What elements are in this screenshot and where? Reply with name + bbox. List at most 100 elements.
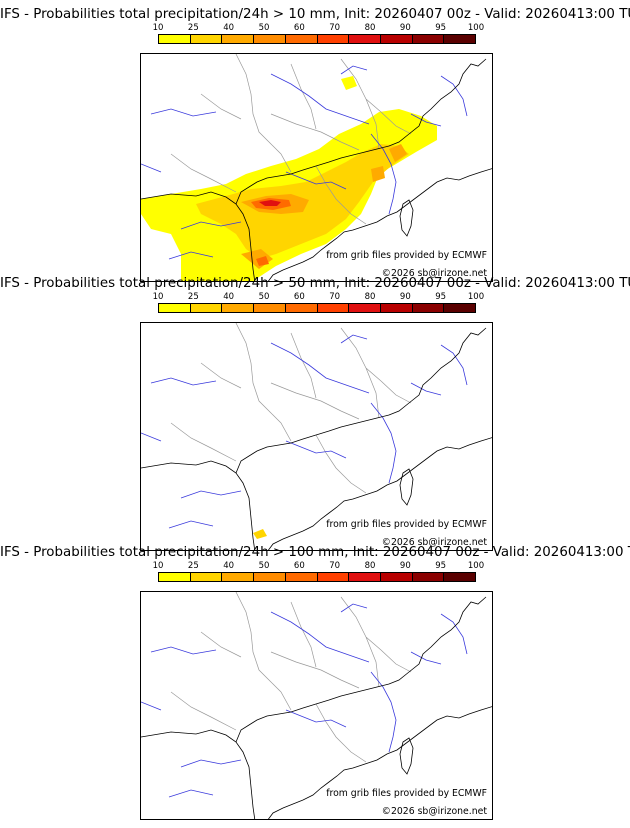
coastline <box>141 596 492 819</box>
colorbar-tick-label: 50 <box>258 561 270 571</box>
corsica-coastline <box>399 468 414 506</box>
colorbar-swatch <box>317 573 350 581</box>
colorbar-swatch <box>254 573 286 581</box>
colorbar-swatch <box>190 573 223 581</box>
colorbar-ticks: 10 25 40 50 60 70 80 90 95 100 <box>153 561 485 572</box>
colorbar-swatch <box>190 304 223 312</box>
corsica-coastline <box>399 737 414 775</box>
admin-borders <box>170 323 412 494</box>
colorbar <box>158 303 476 313</box>
colorbar-tick-label: 60 <box>293 292 305 302</box>
colorbar-swatch <box>380 573 413 581</box>
rivers <box>141 603 468 798</box>
colorbar-tick-label: 10 <box>152 23 164 33</box>
precip-area-60-70 <box>251 198 291 266</box>
colorbar-tick-label: 40 <box>223 23 235 33</box>
colorbar-ticks: 10 25 40 50 60 70 80 90 95 100 <box>153 292 485 303</box>
credit-source: from grib files provided by ECMWF <box>326 519 487 530</box>
colorbar-tick-label: 50 <box>258 23 270 33</box>
colorbar-tick-label: 100 <box>467 292 485 302</box>
colorbar-tick-label: 60 <box>293 23 305 33</box>
rivers <box>141 65 468 260</box>
precip-area-80-90 <box>259 200 281 206</box>
colorbar-tick-label: 80 <box>364 561 376 571</box>
colorbar-tick-label: 70 <box>329 292 341 302</box>
colorbar-tick-label: 100 <box>467 23 485 33</box>
colorbar-swatch <box>159 573 191 581</box>
colorbar-swatch <box>444 573 476 581</box>
credit-copyright: ©2026 sb@irizone.net <box>381 537 487 548</box>
corsica-coastline <box>399 199 414 237</box>
colorbar-tick-label: 90 <box>399 292 411 302</box>
colorbar-tick-label: 40 <box>223 561 235 571</box>
credit-source: from grib files provided by ECMWF <box>326 788 487 799</box>
colorbar-tick-label: 80 <box>364 23 376 33</box>
colorbar-swatch <box>349 304 381 312</box>
colorbar-swatch <box>285 573 318 581</box>
colorbar-swatch <box>412 35 445 43</box>
colorbar-tick-label: 10 <box>152 292 164 302</box>
panel-title: IFS - Probabilities total precipitation/… <box>0 7 630 22</box>
colorbar-tick-label: 60 <box>293 561 305 571</box>
colorbar-swatch <box>380 304 413 312</box>
colorbar-ticks: 10 25 40 50 60 70 80 90 95 100 <box>153 23 485 34</box>
panel-title: IFS - Probabilities total precipitation/… <box>0 276 630 291</box>
panel-100mm: IFS - Probabilities total precipitation/… <box>0 544 630 820</box>
coastline <box>141 327 492 550</box>
colorbar-swatch <box>317 304 350 312</box>
colorbar-tick-label: 95 <box>435 23 447 33</box>
colorbar-swatch <box>349 573 381 581</box>
colorbar <box>158 34 476 44</box>
credit-source: from grib files provided by ECMWF <box>326 250 487 261</box>
colorbar-swatch <box>412 304 445 312</box>
colorbar-swatch <box>190 35 223 43</box>
colorbar-swatch <box>444 35 476 43</box>
colorbar-swatch <box>444 304 476 312</box>
colorbar-swatch <box>222 35 255 43</box>
colorbar-tick-label: 95 <box>435 292 447 302</box>
colorbar-swatch <box>159 35 191 43</box>
map-france-100mm: from grib files provided by ECMWF ©2026 … <box>140 591 493 820</box>
rivers <box>141 334 468 529</box>
colorbar-tick-label: 80 <box>364 292 376 302</box>
colorbar-swatch <box>317 35 350 43</box>
admin-borders <box>170 592 412 763</box>
colorbar-swatch <box>159 304 191 312</box>
credit-copyright: ©2026 sb@irizone.net <box>381 806 487 817</box>
colorbar-tick-label: 90 <box>399 561 411 571</box>
colorbar-tick-label: 50 <box>258 292 270 302</box>
colorbar <box>158 572 476 582</box>
colorbar-tick-label: 70 <box>329 561 341 571</box>
panel-50mm: IFS - Probabilities total precipitation/… <box>0 275 630 551</box>
precip-area-25-40 <box>253 529 267 539</box>
map-france-10mm: from grib files provided by ECMWF ©2026 … <box>140 53 493 282</box>
colorbar-swatch <box>380 35 413 43</box>
colorbar-tick-label: 40 <box>223 292 235 302</box>
colorbar-tick-label: 70 <box>329 23 341 33</box>
colorbar-tick-label: 25 <box>187 561 199 571</box>
map-france-50mm: from grib files provided by ECMWF ©2026 … <box>140 322 493 551</box>
colorbar-swatch <box>349 35 381 43</box>
panel-title: IFS - Probabilities total precipitation/… <box>0 545 630 560</box>
colorbar-swatch <box>254 304 286 312</box>
colorbar-swatch <box>254 35 286 43</box>
credit-copyright: ©2026 sb@irizone.net <box>381 268 487 279</box>
colorbar-swatch <box>222 304 255 312</box>
map-svg <box>141 54 492 281</box>
map-svg <box>141 592 492 819</box>
colorbar-tick-label: 25 <box>187 23 199 33</box>
admin-borders <box>170 54 412 225</box>
colorbar-tick-label: 90 <box>399 23 411 33</box>
precip-area-10-25 <box>341 76 357 90</box>
colorbar-tick-label: 95 <box>435 561 447 571</box>
map-svg <box>141 323 492 550</box>
colorbar-swatch <box>285 304 318 312</box>
colorbar-tick-label: 25 <box>187 292 199 302</box>
colorbar-tick-label: 100 <box>467 561 485 571</box>
colorbar-swatch <box>222 573 255 581</box>
colorbar-swatch <box>285 35 318 43</box>
coastline <box>141 58 492 281</box>
colorbar-tick-label: 10 <box>152 561 164 571</box>
panel-10mm: IFS - Probabilities total precipitation/… <box>0 6 630 282</box>
colorbar-swatch <box>412 573 445 581</box>
